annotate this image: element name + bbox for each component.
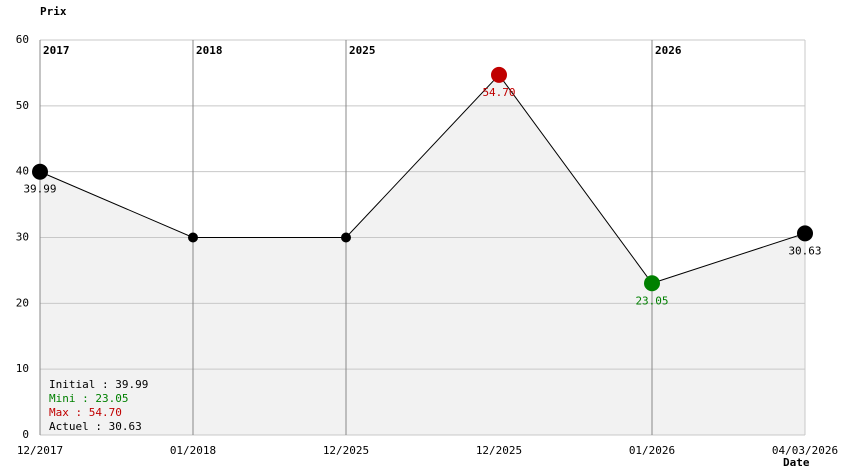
year-label: 2026 <box>655 44 682 57</box>
y-tick-label: 40 <box>16 165 29 178</box>
summary-text: Mini : 23.05 <box>49 392 128 405</box>
x-tick-label: 04/03/2026 <box>772 444 838 457</box>
value-label: 23.05 <box>635 294 668 307</box>
year-label: 2017 <box>43 44 70 57</box>
x-tick-label: 12/2025 <box>323 444 369 457</box>
year-label: 2018 <box>196 44 223 57</box>
x-tick-label: 01/2018 <box>170 444 216 457</box>
area <box>40 74 805 436</box>
data-point <box>341 232 351 243</box>
y-tick-label: 0 <box>22 428 29 441</box>
y-axis-label: Prix <box>40 5 67 18</box>
value-label: 39.99 <box>23 183 56 196</box>
data-point <box>491 66 507 83</box>
summary-text: Initial : 39.99 <box>49 378 148 391</box>
value-label: 54.70 <box>482 86 515 99</box>
summary-text: Actuel : 30.63 <box>49 420 142 433</box>
y-tick-label: 60 <box>16 33 29 46</box>
y-tick-label: 30 <box>16 231 29 244</box>
data-point <box>188 232 198 243</box>
y-tick-label: 10 <box>16 362 29 375</box>
y-tick-label: 20 <box>16 296 29 309</box>
price-line <box>39 74 806 284</box>
x-tick-label: 12/2025 <box>476 444 522 457</box>
data-point <box>797 225 813 242</box>
year-label: 2025 <box>349 44 376 57</box>
summary-text: Max : 54.70 <box>49 406 122 419</box>
y-tick-label: 50 <box>16 99 29 112</box>
data-point <box>32 163 48 180</box>
x-axis-label: Date <box>783 456 810 469</box>
value-label: 30.63 <box>788 244 821 257</box>
data-point <box>644 275 660 292</box>
x-tick-label: 12/2017 <box>17 444 63 457</box>
x-tick-label: 01/2026 <box>629 444 675 457</box>
